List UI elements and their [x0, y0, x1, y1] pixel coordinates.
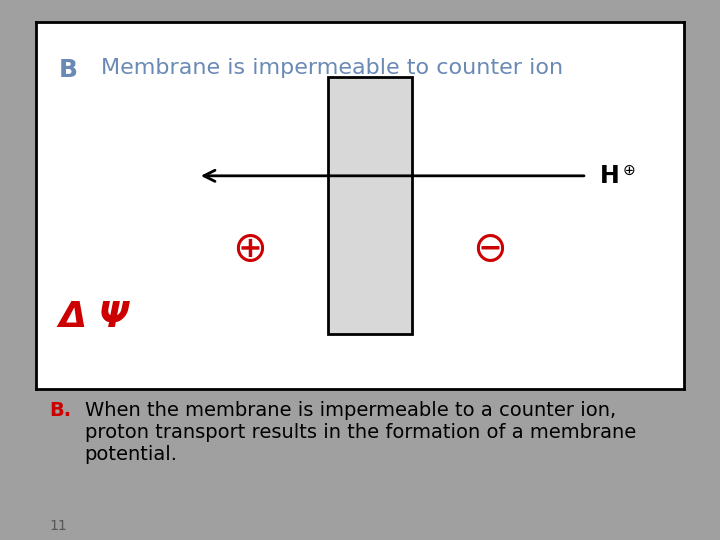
Text: When the membrane is impermeable to a counter ion,
proton transport results in t: When the membrane is impermeable to a co…: [85, 401, 636, 464]
Text: H: H: [600, 164, 619, 188]
Text: Δ Ψ: Δ Ψ: [58, 300, 130, 334]
Text: 11: 11: [49, 519, 67, 532]
Text: Membrane is impermeable to counter ion: Membrane is impermeable to counter ion: [101, 58, 563, 78]
Text: B.: B.: [49, 401, 71, 421]
Bar: [328, 77, 412, 334]
Text: B: B: [58, 58, 78, 82]
Text: ⊖: ⊖: [472, 228, 507, 270]
Text: ⊕: ⊕: [623, 163, 635, 178]
Text: ⊕: ⊕: [233, 228, 267, 270]
